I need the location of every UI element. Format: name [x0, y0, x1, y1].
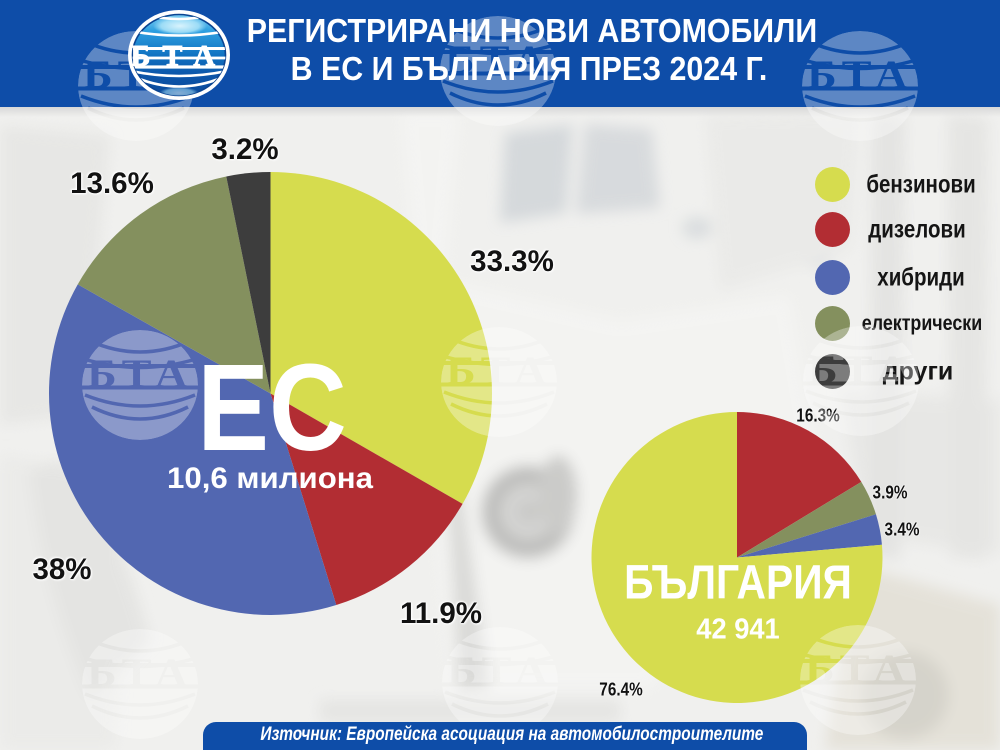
svg-text:БТА: БТА	[130, 40, 227, 73]
